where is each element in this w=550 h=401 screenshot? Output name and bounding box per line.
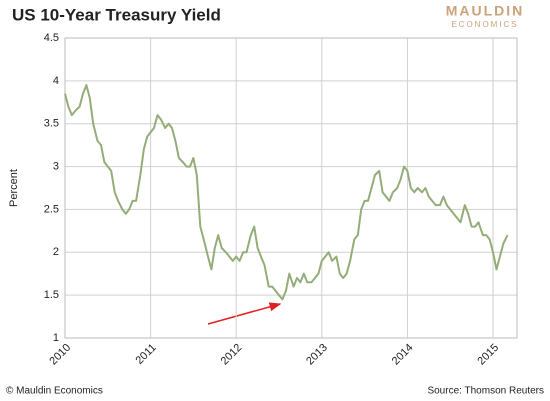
x-tick-label: 2015: [475, 342, 501, 368]
logo-top: MAULDIN: [446, 3, 525, 19]
x-tick-label: 2013: [304, 342, 330, 368]
footer-left: © Mauldin Economics: [6, 386, 103, 397]
y-tick-label: 1.5: [44, 289, 59, 301]
footer-right: Source: Thomson Reuters: [427, 386, 544, 397]
x-tick-label: 2014: [390, 342, 416, 368]
annotation-arrow: [207, 302, 282, 325]
logo-bottom: ECONOMICS: [451, 20, 518, 29]
chart-title: US 10-Year Treasury Yield: [12, 5, 221, 24]
plot-border: [64, 37, 518, 339]
x-tick-label: 2011: [134, 342, 159, 367]
y-tick-label: 3: [53, 160, 59, 172]
y-tick-label: 2: [53, 246, 59, 258]
x-tick-label: 2010: [47, 342, 73, 368]
y-axis-label: Percent: [8, 169, 20, 207]
y-tick-label: 3.5: [44, 118, 59, 130]
x-tick-label: 2012: [219, 342, 245, 368]
y-tick-label: 2.5: [44, 203, 59, 215]
y-tick-label: 4: [53, 75, 59, 87]
yield-line: [64, 84, 509, 301]
y-tick-label: 4.5: [44, 32, 59, 44]
y-tick-label: 1: [53, 332, 59, 344]
